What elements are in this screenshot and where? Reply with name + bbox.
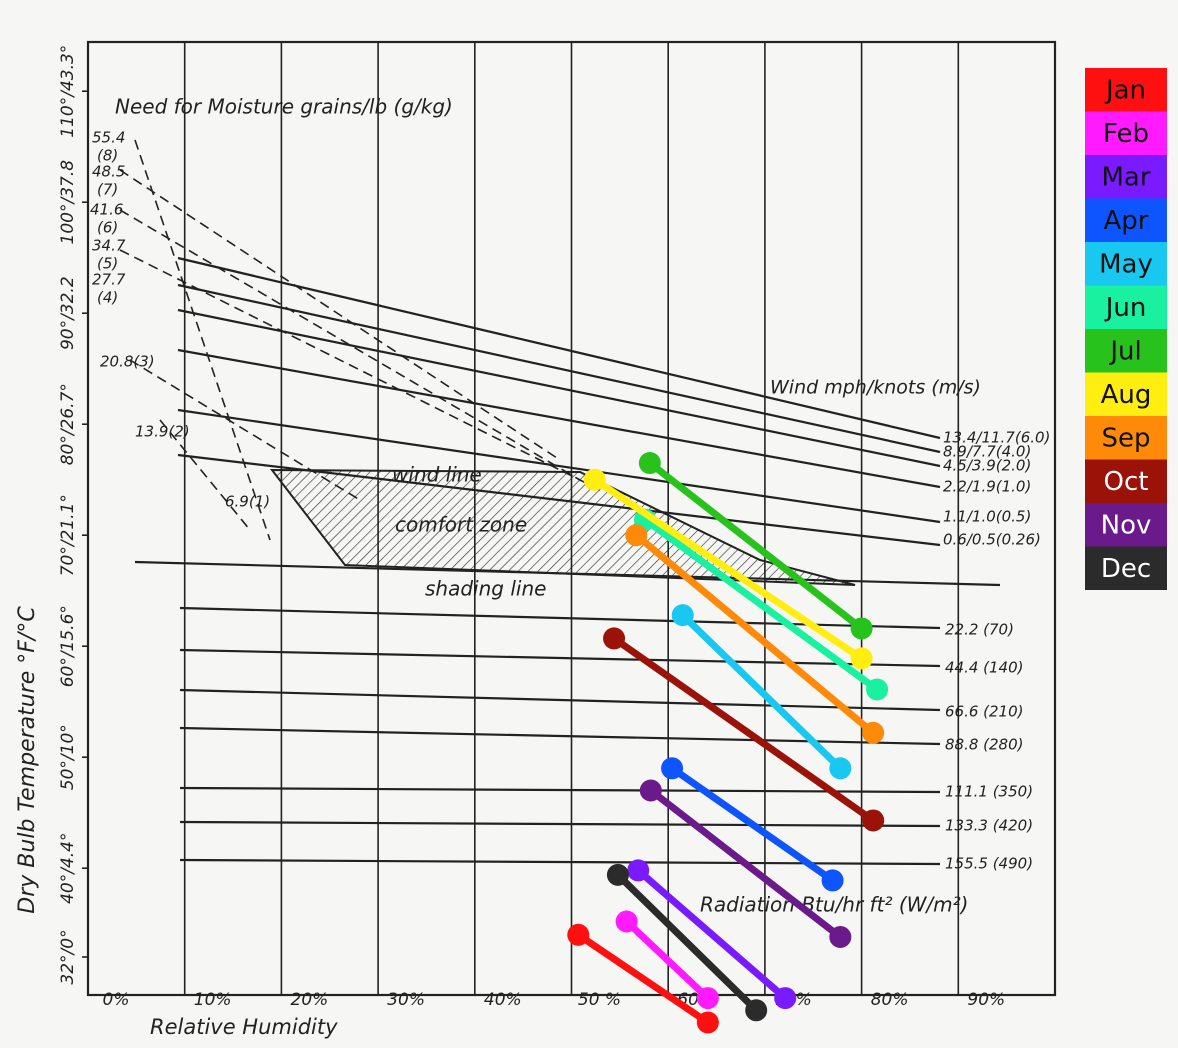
y-tick-label: 40°/4.4° [58,832,78,903]
radiation-level-label: 133.3 (420) [945,817,1033,835]
moisture-level-label: 41.6 [90,201,123,219]
moisture-level-label: 20.8(3) [100,353,155,371]
y-tick-label: 80°/26.7° [58,383,78,465]
x-tick-label: 30% [387,990,425,1010]
legend-label: Feb [1103,119,1149,149]
moisture-level-label: (7) [97,181,118,199]
month-point [661,757,683,779]
legend-label: Dec [1101,554,1151,584]
x-tick-label: 50 % [578,990,621,1010]
moisture-level-label: 48.5 [92,163,125,181]
moisture-level-label: 6.9(1) [225,493,270,511]
x-tick-label: 20% [291,990,329,1010]
month-point [639,452,661,474]
chart: Need for Moisture grains/lb (g/kg) Wind … [0,0,1178,1048]
legend-label: Jan [1104,76,1146,106]
month-point [745,999,767,1021]
month-point [697,1011,719,1033]
legend-label: Oct [1104,467,1149,497]
legend-label: Nov [1101,511,1152,541]
x-tick-label: 90% [967,990,1005,1010]
radiation-level-label: 44.4 (140) [945,659,1024,677]
y-tick-label: 110°/43.3° [58,45,78,138]
radiation-level-label: 88.8 (280) [945,736,1024,754]
month-point [625,524,647,546]
y-tick-label: 70°/21.1° [58,494,78,576]
wind-level-label: 2.2/1.9(1.0) [943,478,1031,496]
legend-label: Sep [1101,424,1150,454]
legend-label: Aug [1101,380,1152,410]
chart-title: Need for Moisture grains/lb (g/kg) [115,95,453,119]
moisture-level-label: (6) [97,219,118,237]
y-axis-title: Dry Bulb Temperature °F/°C [15,606,40,914]
moisture-level-label: 27.7 [92,271,126,289]
x-tick-label: 40% [484,990,522,1010]
wind-line-label: wind line [392,463,482,487]
comfort-zone-label: comfort zone [395,513,527,537]
month-point [672,604,694,626]
x-tick-label: 10% [194,990,232,1010]
y-tick-label: 32°/0° [58,929,78,984]
month-point [822,869,844,891]
month-point [774,987,796,1009]
moisture-level-label: (4) [97,289,118,307]
month-point [697,987,719,1009]
x-tick-label: 80% [871,990,909,1010]
radiation-level-label: 22.2 (70) [945,621,1014,639]
legend-label: Mar [1101,163,1150,193]
legend-label: May [1099,250,1153,280]
month-point [640,780,662,802]
month-point [616,910,638,932]
moisture-level-label: 55.4 [92,129,125,147]
y-tick-label: 100°/37.8 [58,160,78,245]
radiation-level-label: 66.6 (210) [945,703,1024,721]
month-point [607,864,629,886]
legend-label: Jul [1108,337,1141,367]
month-point [866,678,888,700]
month-point [627,859,649,881]
month-point [603,627,625,649]
moisture-level-label: 34.7 [92,237,126,255]
x-tick-label: 0% [103,990,130,1010]
y-tick-label: 50°/10° [58,724,78,790]
wind-title: Wind mph/knots (m/s) [770,377,981,399]
month-point [862,722,884,744]
month-point [584,469,606,491]
y-tick-label: 90°/32.2 [58,276,78,350]
radiation-title: Radiation Btu/hr ft² (W/m²) [700,893,968,917]
month-point [829,757,851,779]
wind-level-label: 4.5/3.9(2.0) [943,457,1031,475]
legend-label: Apr [1104,206,1149,236]
radiation-level-label: 111.1 (350) [945,783,1033,801]
month-point [851,647,873,669]
month-point [862,809,884,831]
wind-level-label: 0.6/0.5(0.26) [943,531,1041,549]
wind-level-label: 1.1/1.0(0.5) [943,508,1031,526]
y-tick-label: 60°/15.6° [58,605,78,687]
page: Need for Moisture grains/lb (g/kg) Wind … [0,0,1178,1048]
month-point [567,924,589,946]
shading-line-label: shading line [425,577,546,601]
month-point [851,617,873,639]
radiation-level-label: 155.5 (490) [945,855,1033,873]
moisture-level-label: 13.9(2) [135,423,190,441]
month-point [829,926,851,948]
x-axis-title: Relative Humidity [150,1015,338,1039]
legend-label: Jun [1104,293,1147,323]
